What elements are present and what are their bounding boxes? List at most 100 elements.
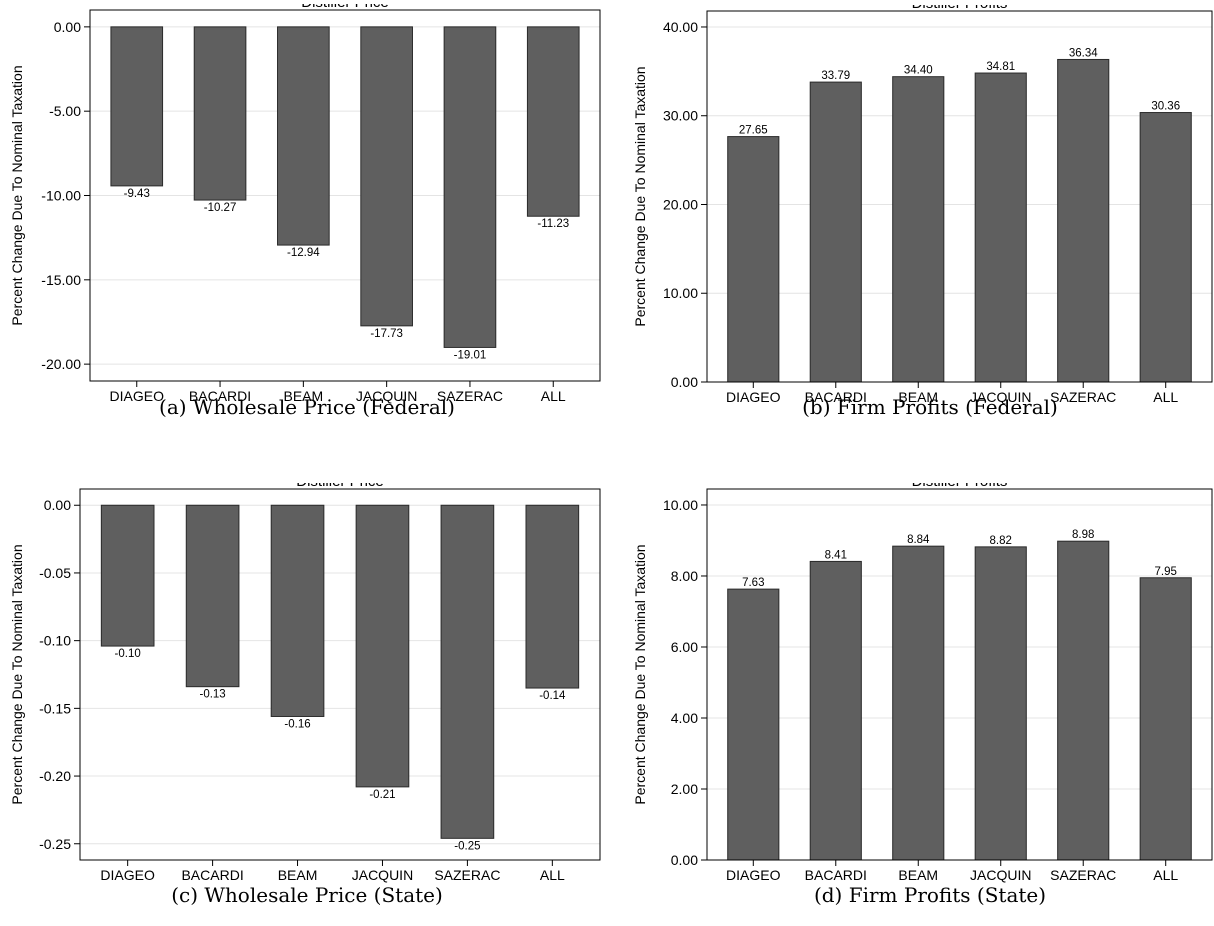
x-tick-label: DIAGEO [100, 867, 155, 883]
data-label: -0.14 [539, 690, 566, 702]
bar-sazerac [440, 504, 495, 839]
x-tick-label: DIAGEO [726, 867, 781, 883]
bar-sazerac [1057, 58, 1110, 383]
x-tick-label: BEAM [284, 388, 324, 404]
y-axis-label: Percent Change Due To Nominal Taxation [9, 544, 25, 804]
y-tick-label: 0.00 [671, 852, 698, 868]
x-tick-label: SAZERAC [1050, 389, 1116, 405]
data-label: 7.63 [742, 577, 764, 589]
bar-all [1139, 577, 1192, 861]
title-mask [667, 0, 1214, 5]
x-tick-label: SAZERAC [437, 388, 503, 404]
y-tick-label: -0.10 [39, 633, 71, 649]
x-tick-label: DIAGEO [726, 389, 781, 405]
data-label: 34.81 [986, 61, 1015, 73]
data-label: 8.84 [907, 534, 930, 546]
y-tick-label: 10.00 [663, 497, 698, 513]
data-label: -10.27 [204, 202, 237, 214]
plot-frame [89, 9, 601, 382]
y-axis-label: Percent Change Due To Nominal Taxation [632, 66, 648, 326]
bar-diageo [727, 588, 780, 861]
bar-diageo [727, 136, 780, 383]
y-tick-label: 8.00 [671, 568, 698, 584]
bar-sazerac [443, 26, 497, 348]
bar-jacquin [355, 504, 410, 788]
x-tick-label: BEAM [898, 389, 938, 405]
x-tick-label: BACARDI [805, 389, 867, 405]
bar-all [526, 26, 580, 217]
plot-frame [79, 488, 601, 861]
bar-jacquin [974, 546, 1027, 861]
bar-beam [270, 504, 325, 717]
x-tick-label: JACQUIN [352, 867, 413, 883]
y-tick-label: 6.00 [671, 639, 698, 655]
chart-panel-a: Distiller Price 0.00 -5.00 -10.00 -15.00 -20.… [9, 0, 640, 404]
y-axis-label: Percent Change Due To Nominal Taxation [632, 544, 648, 804]
caption-a: (a) Wholesale Price (Federal) [159, 395, 455, 419]
y-tick-label: 0.00 [54, 19, 81, 35]
y-tick-label: 2.00 [671, 781, 698, 797]
data-label: -0.13 [199, 689, 225, 701]
data-label: -11.23 [537, 218, 569, 230]
x-tick-label: ALL [1153, 389, 1178, 405]
y-tick-label: 0.00 [671, 374, 698, 390]
y-tick-label: 20.00 [663, 196, 698, 212]
bar-bacardi [185, 504, 240, 688]
title-mask [667, 459, 1214, 483]
data-label: 27.65 [739, 125, 768, 137]
data-label: -0.10 [115, 648, 141, 660]
y-tick-label: -0.05 [39, 565, 71, 581]
data-label: 33.79 [821, 70, 850, 82]
chart-panel-c: Distiller Price0.00-0.05-0.10-0.15-0.20-… [9, 459, 640, 883]
data-label: 7.95 [1155, 566, 1177, 578]
caption-b: (b) Firm Profits (Federal) [802, 395, 1058, 419]
bar-jacquin [360, 26, 413, 327]
title-mask [40, 459, 640, 483]
y-tick-label: 0.00 [44, 497, 71, 513]
data-label: -9.43 [124, 188, 150, 200]
y-tick-label: -0.25 [39, 836, 71, 852]
y-tick-label: 40.00 [663, 19, 698, 35]
y-tick-label: -10.00 [41, 188, 81, 204]
y-tick-label: -0.20 [39, 768, 71, 784]
caption-c: (c) Wholesale Price (State) [171, 883, 443, 907]
caption-d: (d) Firm Profits (State) [813, 883, 1047, 907]
y-tick-label: -0.15 [39, 700, 71, 716]
y-tick-label: -5.00 [49, 103, 81, 119]
x-tick-label: JACQUIN [356, 388, 417, 404]
data-label: -0.16 [284, 718, 310, 730]
data-label: 30.36 [1151, 101, 1180, 113]
bar-beam [277, 26, 330, 246]
chart-title: Distiller Price [301, 0, 389, 11]
data-label: 8.41 [825, 549, 847, 561]
data-label: 36.34 [1069, 47, 1098, 59]
plot-frame [706, 488, 1213, 861]
bar-jacquin [974, 72, 1027, 383]
x-tick-label: JACQUIN [970, 389, 1031, 405]
chart-panel-d: Distiller Profits0.002.004.006.008.0010.… [632, 459, 1214, 883]
data-label: -19.01 [454, 349, 487, 361]
bar-beam [892, 76, 945, 383]
chart-panel-b: Distiller Profits0.0010.0020.0030.0040.0… [632, 0, 1214, 405]
data-label: 34.40 [904, 65, 933, 77]
data-label: 8.98 [1072, 529, 1094, 541]
data-label: -0.25 [454, 840, 480, 852]
x-tick-label: BACARDI [189, 388, 251, 404]
x-tick-label: BEAM [278, 867, 318, 883]
plot-frame [706, 10, 1213, 383]
y-tick-label: 30.00 [663, 108, 698, 124]
data-label: -12.94 [287, 247, 320, 259]
x-tick-label: BEAM [898, 867, 938, 883]
y-tick-label: 10.00 [663, 285, 698, 301]
data-label: 8.82 [990, 535, 1012, 547]
title-mask [50, 0, 640, 4]
bar-bacardi [809, 81, 862, 383]
x-tick-label: BACARDI [181, 867, 243, 883]
y-tick-label: -15.00 [41, 272, 81, 288]
bar-beam [892, 545, 945, 861]
bar-bacardi [809, 560, 862, 861]
bar-all [1139, 112, 1192, 383]
x-tick-label: ALL [1153, 867, 1178, 883]
bar-bacardi [193, 26, 247, 201]
